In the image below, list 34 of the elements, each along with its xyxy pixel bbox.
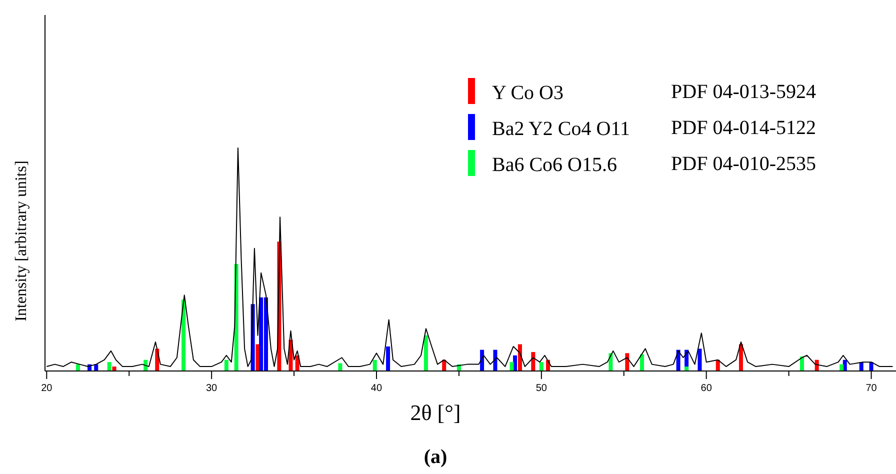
x-tick-label: 20 xyxy=(41,383,53,394)
text: PDF 04-014-5122 xyxy=(671,117,816,139)
bar xyxy=(372,360,377,371)
x-tick-label: 30 xyxy=(206,383,218,394)
bar xyxy=(684,366,689,371)
bar xyxy=(107,362,112,371)
bar xyxy=(424,335,428,371)
legend-label: Ba2 Y2 Co4 O11 xyxy=(492,118,630,140)
x-axis-title: 2θ [°] xyxy=(410,400,461,425)
text: PDF 04-013-5924 xyxy=(671,81,816,103)
bar xyxy=(386,346,390,371)
bar xyxy=(625,353,630,371)
bar xyxy=(182,300,186,371)
bar xyxy=(518,344,522,371)
bar xyxy=(493,350,498,371)
bar xyxy=(738,344,743,371)
x-tick-label: 50 xyxy=(536,383,548,394)
bar xyxy=(338,363,342,371)
y-axis-title: Intensity [arbitrary units] xyxy=(13,160,30,322)
bar xyxy=(840,364,844,371)
x-tick-label: 70 xyxy=(866,383,878,394)
bar xyxy=(539,362,544,371)
legend-label: Y Co O3 xyxy=(492,82,564,104)
x-tick-label: 40 xyxy=(370,383,382,394)
x-tick-label: 60 xyxy=(700,383,712,394)
bar xyxy=(112,366,116,371)
bar xyxy=(640,354,644,371)
text: (a) xyxy=(424,446,448,468)
bar xyxy=(698,348,702,371)
legend-label: Ba6 Co6 O15.6 xyxy=(492,154,617,176)
bar xyxy=(531,352,536,371)
bar xyxy=(510,362,514,371)
bar xyxy=(224,360,228,371)
annotation: PDF 04-010-2535 xyxy=(671,153,816,175)
